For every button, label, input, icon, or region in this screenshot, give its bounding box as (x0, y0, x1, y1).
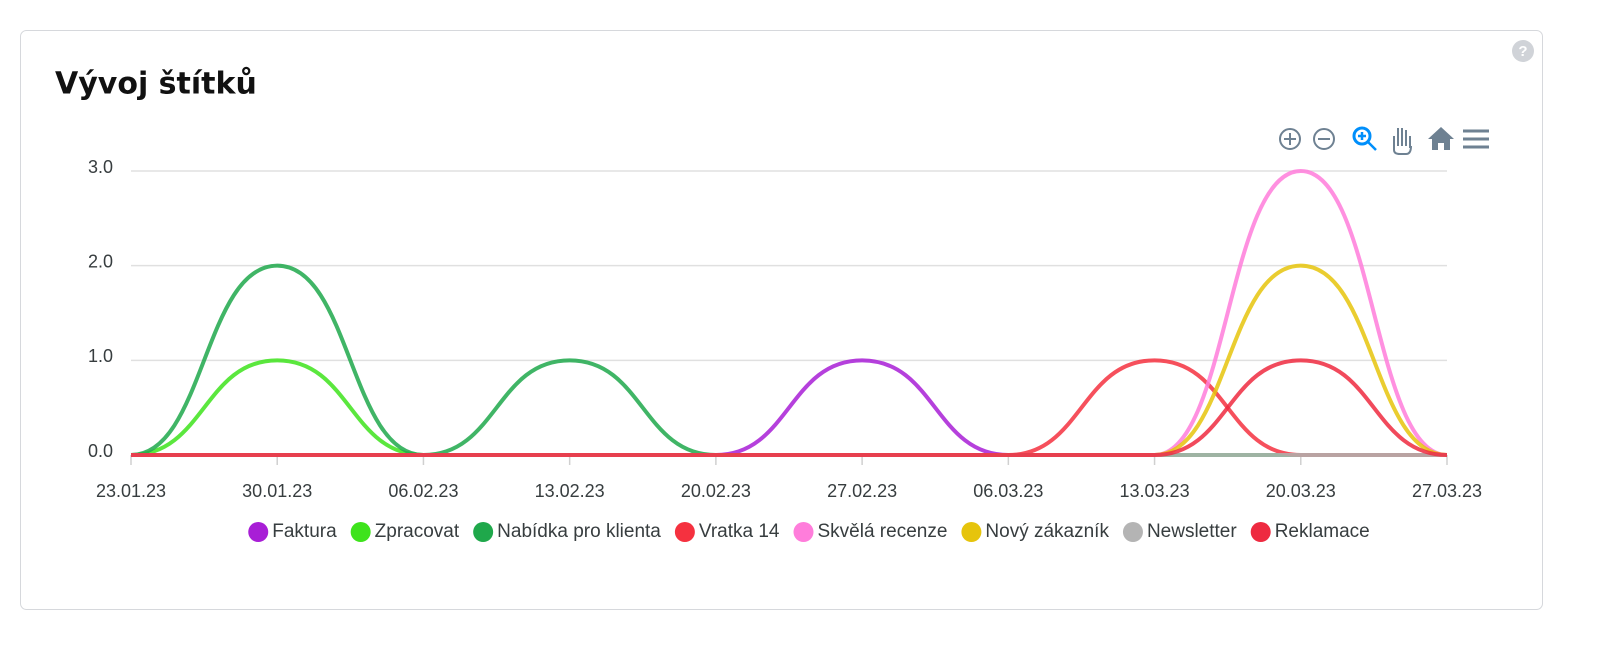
legend-label: Nabídka pro klienta (497, 521, 661, 542)
x-tick-label: 27.02.23 (827, 481, 897, 501)
chart-title: Vývoj štítků (55, 66, 257, 102)
legend-marker (473, 522, 494, 542)
legend-item[interactable]: Skvělá recenze (793, 521, 948, 542)
x-tick-label: 27.03.23 (1412, 481, 1482, 501)
pan[interactable] (1393, 128, 1412, 155)
help-text[interactable]: ? (1518, 43, 1527, 60)
legend-label: Zpracovat (375, 521, 460, 542)
y-tick-label: 3.0 (88, 157, 113, 177)
series-line (130, 358, 1448, 458)
legend-marker (793, 522, 814, 542)
y-tick-label: 1.0 (88, 346, 113, 366)
legend-marker (961, 522, 982, 542)
x-tick-label: 30.01.23 (242, 481, 312, 501)
help-circle[interactable] (1512, 40, 1534, 62)
legend-marker (1122, 522, 1143, 542)
legend-item[interactable]: Newsletter (1122, 521, 1237, 542)
legend-marker (674, 522, 695, 542)
x-tick-label: 13.02.23 (535, 481, 605, 501)
legend-item[interactable]: Nabídka pro klienta (473, 521, 661, 542)
x-tick-label: 23.01.23 (96, 481, 166, 501)
legend-item[interactable]: Nový zákazník (961, 521, 1109, 542)
zoom-select[interactable] (1352, 126, 1377, 151)
zoom-in[interactable] (1279, 128, 1301, 150)
card (20, 30, 1543, 610)
legend-label: Skvělá recenze (818, 521, 948, 542)
legend-item[interactable]: Zpracovat (350, 521, 460, 542)
legend-label: Nový zákazník (985, 521, 1109, 542)
x-tick-label: 20.02.23 (681, 481, 751, 501)
legend-label: Vratka 14 (699, 521, 780, 542)
legend-marker (1250, 522, 1271, 542)
legend-item[interactable]: Vratka 14 (674, 521, 780, 542)
reset-zoom[interactable] (1428, 127, 1454, 150)
legend: Faktura Zpracovat Nabídka pro klienta Vratk… (248, 521, 1370, 542)
help-icon[interactable]: ? (1512, 40, 1534, 62)
legend-label: Reklamace (1275, 521, 1370, 542)
x-tick-label: 06.03.23 (973, 481, 1043, 501)
y-tick-label: 2.0 (88, 251, 113, 271)
legend-marker (350, 522, 371, 542)
x-tick-label: 20.03.23 (1266, 481, 1336, 501)
menu[interactable] (1463, 129, 1489, 149)
x-tick-label: 13.03.23 (1120, 481, 1190, 501)
zoom-out[interactable] (1313, 128, 1335, 150)
legend-label: Faktura (272, 521, 337, 542)
toolbar (1279, 126, 1489, 155)
y-tick-label: 0.0 (88, 441, 113, 461)
x-tick-label: 06.02.23 (388, 481, 458, 501)
legend-label: Newsletter (1147, 521, 1237, 542)
legend-marker (248, 522, 269, 542)
legend-item[interactable]: Faktura (248, 521, 337, 542)
legend-item[interactable]: Reklamace (1250, 521, 1370, 542)
